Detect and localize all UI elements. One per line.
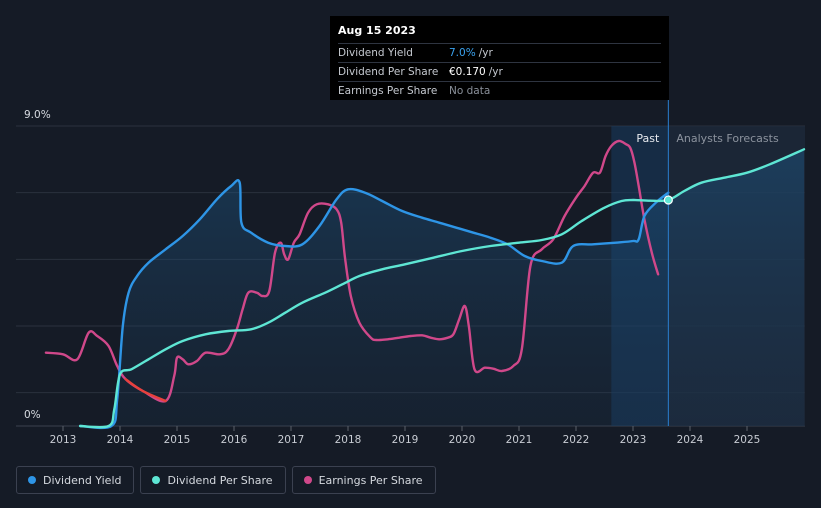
legend-label: Earnings Per Share (318, 473, 423, 487)
legend-dividend-yield[interactable]: Dividend Yield (16, 466, 135, 494)
y-axis-min-label: 0% (24, 409, 41, 421)
forecast-label: Analysts Forecasts (676, 132, 779, 145)
x-tick-label-2013: 2013 (50, 434, 77, 446)
x-tick-label-2024: 2024 (677, 434, 704, 446)
tooltip-row-dividend-per-share: Dividend Per Share €0.170 /yr (338, 62, 661, 81)
x-tick-label-2019: 2019 (392, 434, 419, 446)
tooltip-value: No data (449, 85, 491, 97)
tooltip-unit: /yr (478, 47, 493, 59)
past-label: Past (636, 132, 660, 145)
tooltip-label: Dividend Per Share (338, 66, 439, 78)
tooltip-label: Dividend Yield (338, 47, 413, 59)
x-tick-label-2020: 2020 (449, 434, 476, 446)
legend-dot-icon (152, 476, 161, 484)
earnings-per-share-line (44, 139, 660, 403)
legend-dot-icon (28, 476, 36, 484)
x-tick-label-2025: 2025 (734, 434, 761, 446)
legend-dividend-per-share[interactable]: Dividend Per Share (140, 466, 286, 494)
chart-legend: Dividend Yield Dividend Per Share Earnin… (16, 466, 436, 494)
legend-label: Dividend Yield (43, 473, 122, 487)
dividend-yield-area (80, 149, 805, 428)
tooltip-unit: /yr (488, 66, 503, 78)
x-tick-label-2023: 2023 (620, 434, 647, 446)
earnings-per-share-decline-segment (124, 378, 167, 403)
legend-dot-icon (303, 476, 312, 484)
tooltip-row-earnings-per-share: Earnings Per Share No data (338, 81, 661, 100)
x-tick-label-2014: 2014 (107, 434, 134, 446)
x-tick-label-2022: 2022 (563, 434, 590, 446)
x-tick-label-2016: 2016 (221, 434, 248, 446)
tooltip-date: Aug 15 2023 (338, 24, 416, 37)
x-tick-label-2015: 2015 (164, 434, 191, 446)
legend-earnings-per-share[interactable]: Earnings Per Share (291, 466, 436, 494)
y-axis-max-label: 9.0% (24, 109, 51, 121)
x-axis: 2013 2014 2015 2016 2017 2018 2019 2020 2021 2022… (50, 426, 761, 446)
tooltip-label: Earnings Per Share (338, 85, 438, 97)
hover-tooltip: Aug 15 2023 Dividend Yield 7.0% /yr Divi… (330, 16, 669, 100)
hover-point-marker (663, 195, 673, 205)
legend-label: Dividend Per Share (167, 473, 273, 487)
tooltip-value: €0.170 (449, 66, 486, 78)
tooltip-value: 7.0% (449, 47, 476, 59)
dividend-yield-line (78, 179, 670, 430)
x-tick-label-2017: 2017 (278, 434, 305, 446)
x-tick-label-2018: 2018 (335, 434, 362, 446)
tooltip-row-dividend-yield: Dividend Yield 7.0% /yr (338, 43, 661, 62)
x-tick-label-2021: 2021 (506, 434, 533, 446)
